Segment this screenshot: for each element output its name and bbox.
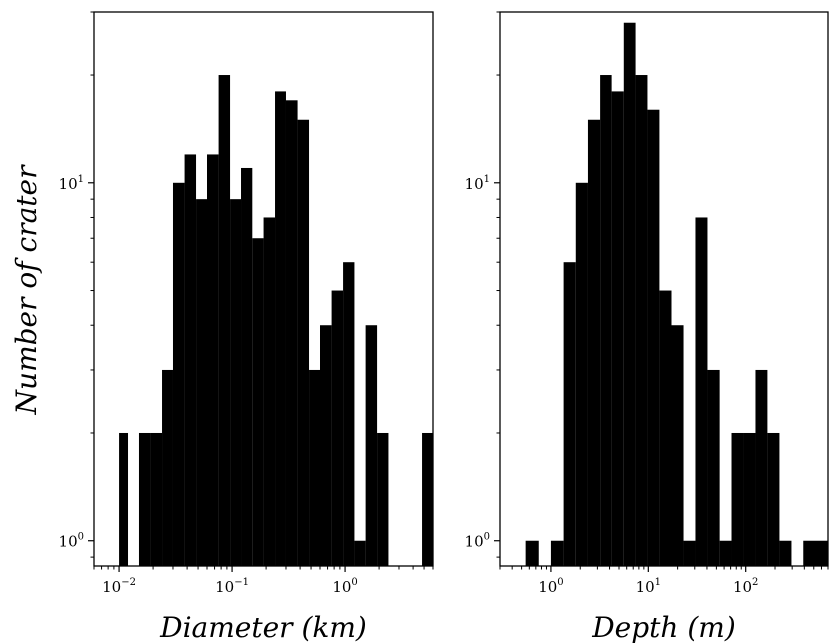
x-tick-base: 10 (215, 578, 234, 596)
x-axis-label: Diameter (km) (159, 611, 367, 644)
histogram-bar (647, 109, 660, 566)
y-tick-base: 10 (59, 175, 78, 193)
histogram-bar (731, 432, 744, 566)
y-tick-exponent: 1 (484, 174, 490, 185)
histogram-bar (779, 540, 792, 566)
y-tick-base: 10 (465, 175, 484, 193)
x-tick-label: 10−1 (215, 577, 249, 596)
histogram-bar (275, 91, 286, 566)
histogram-bar (743, 432, 756, 566)
histogram-bar (331, 290, 344, 566)
histogram-bar (230, 199, 242, 566)
y-tick-label: 100 (465, 532, 490, 551)
histogram-bar (635, 75, 648, 566)
histogram-bar (354, 540, 366, 566)
histogram-bar (150, 432, 163, 566)
histogram-bar (755, 369, 768, 566)
histogram-bar (184, 154, 197, 566)
histogram-bar (297, 119, 310, 566)
histogram-bar (172, 182, 185, 567)
histogram-bar (587, 119, 601, 566)
histogram-bar (343, 262, 355, 566)
histogram-bar (659, 290, 672, 566)
x-tick-label: 10−2 (102, 577, 136, 596)
histogram-bar (422, 432, 433, 566)
histogram-bar (207, 154, 219, 566)
histogram-bar (623, 22, 636, 567)
histogram-bar (803, 540, 828, 566)
y-tick-exponent: 0 (78, 532, 84, 543)
histogram-bar (695, 217, 708, 566)
x-tick-base: 10 (102, 578, 121, 596)
x-tick-exponent: 0 (557, 577, 563, 588)
y-tick-exponent: 1 (78, 174, 84, 185)
plot-frame (93, 11, 434, 567)
histogram-bar (138, 432, 151, 566)
histogram-bar (263, 217, 276, 566)
histogram-bar (285, 100, 298, 567)
histogram-bar (707, 369, 720, 566)
x-axis-label: Depth (m) (591, 611, 736, 644)
histogram-bar (719, 540, 732, 566)
x-tick-exponent: 1 (655, 577, 661, 588)
y-axis-label: Number of crater (10, 164, 43, 416)
histogram-bar (119, 432, 129, 566)
histogram-bar (550, 540, 564, 566)
x-tick-label: 100 (538, 577, 563, 596)
histogram-bar (525, 540, 539, 566)
x-tick-exponent: −2 (121, 577, 136, 588)
histogram-bar (600, 75, 612, 566)
x-tick-exponent: −1 (234, 577, 249, 588)
y-tick-label: 101 (465, 174, 490, 193)
x-tick-base: 10 (733, 578, 752, 596)
histogram-bar (196, 199, 207, 566)
histogram-bar (365, 325, 378, 566)
y-tick-label: 101 (59, 174, 84, 193)
x-tick-label: 101 (636, 577, 661, 596)
x-tick-label: 102 (733, 577, 758, 596)
histogram-bar (683, 540, 696, 566)
x-tick-exponent: 2 (752, 577, 758, 588)
x-tick-exponent: 0 (351, 577, 357, 588)
histogram-bar (575, 182, 588, 567)
histogram-bar (252, 238, 264, 567)
y-tick-exponent: 0 (484, 532, 490, 543)
y-tick-label: 100 (59, 532, 84, 551)
y-tick-base: 10 (465, 533, 484, 551)
histogram-bar (218, 75, 231, 566)
x-tick-base: 10 (332, 578, 351, 596)
histogram-bar (241, 167, 253, 566)
plot-frame (499, 11, 829, 567)
histogram-bar (563, 262, 576, 566)
y-tick-base: 10 (59, 533, 78, 551)
histogram-bar (611, 91, 624, 566)
histogram-bar (767, 432, 780, 566)
x-tick-base: 10 (538, 578, 557, 596)
x-tick-label: 100 (332, 577, 357, 596)
x-tick-base: 10 (636, 578, 655, 596)
histogram-bar (309, 369, 320, 566)
histogram-bar (671, 325, 684, 566)
histogram-bar (377, 432, 389, 566)
histogram-bar (162, 369, 173, 566)
histogram-bar (320, 325, 332, 566)
